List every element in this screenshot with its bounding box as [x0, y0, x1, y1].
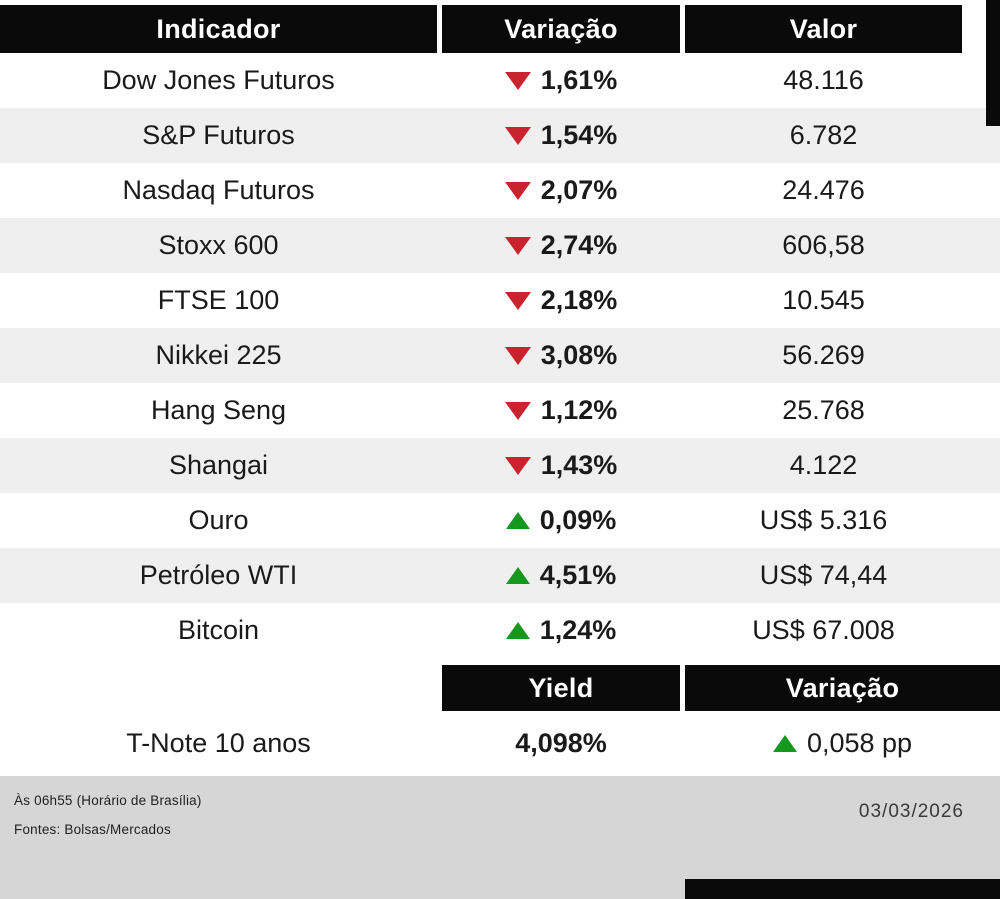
down-triangle-icon: [504, 236, 531, 255]
bond-header-empty-cell: [0, 665, 437, 711]
table-header: Indicador Variação Valor: [0, 5, 1000, 53]
footer: Às 06h55 (Horário de Brasília) Fontes: B…: [0, 776, 1000, 899]
header-indicador: Indicador: [0, 5, 437, 53]
up-triangle-icon: [772, 735, 797, 752]
bond-variation-value: 0,058 pp: [806, 728, 913, 758]
variation-value: 1,43%: [540, 450, 618, 480]
table-row: Dow Jones Futuros 1,61% 48.116: [0, 53, 1000, 108]
down-triangle-icon: [504, 291, 531, 310]
down-triangle-icon: [504, 346, 531, 365]
variation-cell: 2,74%: [442, 218, 680, 273]
header-variacao: Variação: [442, 5, 680, 53]
value-cell: 606,58: [782, 230, 865, 260]
table-row: Bitcoin 1,24% US$ 67.008: [0, 603, 1000, 658]
time-note: Às 06h55 (Horário de Brasília): [14, 793, 202, 808]
indicator-name: Shangai: [168, 450, 269, 480]
variation-value: 1,24%: [539, 615, 617, 645]
value-cell: US$ 74,44: [759, 560, 888, 590]
value-cell: 10.545: [782, 285, 865, 315]
indicator-name: FTSE 100: [157, 285, 280, 315]
table-row: FTSE 100 2,18% 10.545: [0, 273, 1000, 328]
variation-cell: 1,43%: [442, 438, 680, 493]
variation-value: 1,12%: [540, 395, 618, 425]
indicator-name: Dow Jones Futuros: [102, 65, 335, 95]
variation-value: 3,08%: [540, 340, 618, 370]
sources-note: Fontes: Bolsas/Mercados: [14, 822, 171, 837]
variation-cell: 1,61%: [442, 53, 680, 108]
up-triangle-icon: [505, 512, 530, 529]
top-right-gap: [962, 5, 986, 53]
indicator-name: Nasdaq Futuros: [122, 175, 315, 205]
value-cell: 56.269: [782, 340, 865, 370]
down-triangle-icon: [504, 126, 531, 145]
date-label: 03/03/2026: [858, 801, 964, 822]
header-yield: Yield: [442, 665, 680, 711]
table-row: S&P Futuros 1,54% 6.782: [0, 108, 1000, 163]
variation-cell: 2,18%: [442, 273, 680, 328]
variation-value: 4,51%: [539, 560, 617, 590]
indicator-name: Hang Seng: [150, 395, 287, 425]
value-cell: 25.768: [782, 395, 865, 425]
table-row: Hang Seng 1,12% 25.768: [0, 383, 1000, 438]
value-cell: US$ 67.008: [752, 615, 895, 645]
indicator-name: S&P Futuros: [142, 120, 295, 150]
table-row: Stoxx 600 2,74% 606,58: [0, 218, 1000, 273]
bond-yield: 4,098%: [515, 728, 607, 758]
up-triangle-icon: [505, 567, 530, 584]
variation-value: 2,74%: [540, 230, 618, 260]
top-right-black-sliver: [986, 0, 1000, 126]
value-cell: US$ 5.316: [759, 505, 888, 535]
table-body: Dow Jones Futuros 1,61% 48.116 S&P Futur…: [0, 53, 1000, 658]
footer-notes: Às 06h55 (Horário de Brasília) Fontes: B…: [14, 793, 202, 851]
down-triangle-icon: [504, 456, 531, 475]
variation-value: 1,54%: [540, 120, 618, 150]
indicator-name: Bitcoin: [177, 615, 260, 645]
variation-cell: 3,08%: [442, 328, 680, 383]
table-row: Shangai 1,43% 4.122: [0, 438, 1000, 493]
indicator-name: Petróleo WTI: [139, 560, 298, 590]
value-cell: 6.782: [789, 120, 858, 150]
variation-cell: 1,12%: [442, 383, 680, 438]
value-cell: 48.116: [783, 65, 864, 95]
header-valor: Valor: [685, 5, 1000, 53]
indicator-name: Ouro: [188, 505, 249, 535]
variation-value: 0,09%: [539, 505, 617, 535]
bottom-black-bar: [685, 879, 1000, 899]
down-triangle-icon: [504, 71, 531, 90]
down-triangle-icon: [504, 401, 531, 420]
variation-cell: 2,07%: [442, 163, 680, 218]
variation-value: 2,18%: [540, 285, 618, 315]
value-cell: 24.476: [782, 175, 865, 205]
bond-indicator: T-Note 10 anos: [126, 728, 311, 758]
table-row: Nasdaq Futuros 2,07% 24.476: [0, 163, 1000, 218]
value-cell: 4.122: [789, 450, 858, 480]
down-triangle-icon: [504, 181, 531, 200]
table-row: Nikkei 225 3,08% 56.269: [0, 328, 1000, 383]
bond-header: Yield Variação: [0, 665, 1000, 711]
variation-cell: 1,24%: [442, 603, 680, 658]
indicator-name: Stoxx 600: [158, 230, 279, 260]
variation-cell: 1,54%: [442, 108, 680, 163]
bond-variation-cell: 0,058 pp: [685, 711, 1000, 776]
variation-value: 2,07%: [540, 175, 618, 205]
table-row: Ouro 0,09% US$ 5.316: [0, 493, 1000, 548]
up-triangle-icon: [505, 622, 530, 639]
variation-value: 1,61%: [540, 65, 618, 95]
variation-cell: 0,09%: [442, 493, 680, 548]
variation-cell: 4,51%: [442, 548, 680, 603]
bond-row: T-Note 10 anos 4,098% 0,058 pp: [0, 711, 1000, 776]
indicator-name: Nikkei 225: [155, 340, 282, 370]
table-row: Petróleo WTI 4,51% US$ 74,44: [0, 548, 1000, 603]
header-bond-variacao: Variação: [685, 665, 1000, 711]
